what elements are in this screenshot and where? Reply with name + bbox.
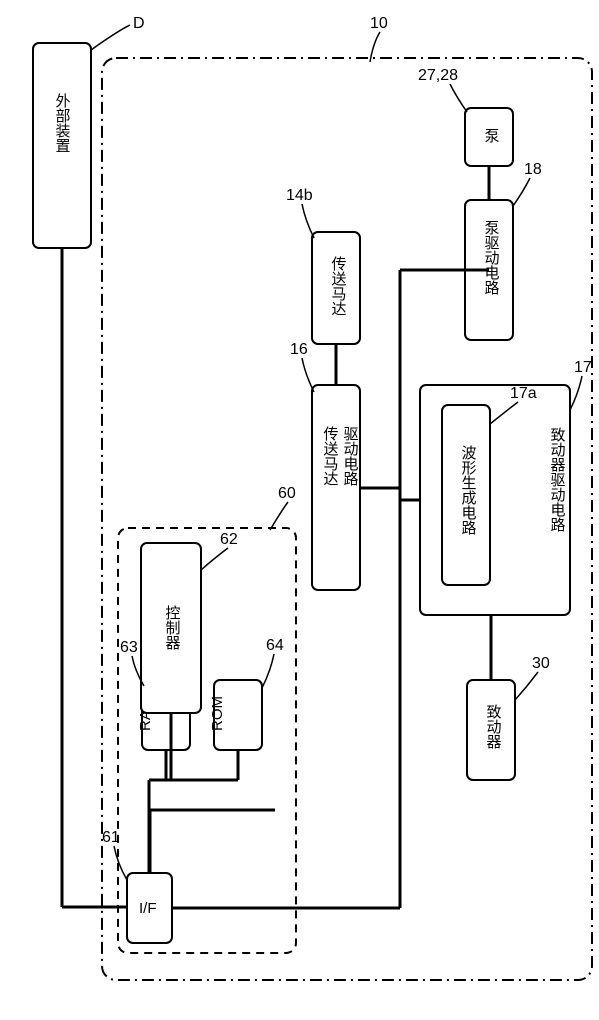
external-device-label: 外部装置: [54, 93, 71, 153]
ref-18: 18: [524, 161, 542, 178]
leader-30: [515, 672, 538, 700]
ref-30: 30: [532, 655, 550, 672]
leader-14b: [302, 204, 314, 238]
ref-61: 61: [102, 829, 120, 846]
leader-2728: [450, 84, 467, 112]
actuator-drive-label: 致动器驱动电路: [549, 427, 566, 532]
ref-16: 16: [290, 341, 308, 358]
ref-64: 64: [266, 637, 284, 654]
ref-10: 10: [370, 15, 388, 32]
ref-D: D: [133, 15, 145, 32]
transport-drive-box: [312, 385, 360, 590]
leader-60: [270, 502, 288, 530]
leader-62: [201, 548, 228, 570]
leader-D: [91, 25, 130, 50]
ref-62: 62: [220, 531, 238, 548]
waveform-gen-label: 波形生成电路: [460, 445, 477, 535]
ref-63: 63: [120, 639, 138, 656]
ref-60: 60: [278, 485, 296, 502]
ref-14b: 14b: [286, 187, 313, 204]
controller-label: 控制器: [164, 605, 181, 650]
ref-2728: 27,28: [418, 67, 458, 84]
leader-17: [570, 376, 582, 410]
if-label: I/F: [139, 900, 157, 917]
leader-16: [302, 358, 314, 392]
diagram-canvas: 外部装置 I/F RAM ROM 控制器 传送马达 传送马达 驱动电路 泵 泵驱…: [10, 10, 599, 1010]
transport-drive-label-1: 传送马达: [322, 426, 339, 486]
rom-label: ROM: [209, 696, 226, 731]
leader-18: [513, 178, 530, 206]
pump-label: 泵: [483, 128, 500, 143]
ref-17a: 17a: [510, 385, 537, 402]
leader-64: [262, 654, 274, 688]
transport-motor-label: 传送马达: [330, 256, 347, 316]
transport-drive-label-2: 驱动电路: [342, 426, 359, 486]
leader-61: [114, 846, 127, 880]
actuator-label: 致动器: [485, 704, 502, 749]
pump-drive-label: 泵驱动电路: [483, 220, 500, 295]
ref-17: 17: [574, 359, 592, 376]
